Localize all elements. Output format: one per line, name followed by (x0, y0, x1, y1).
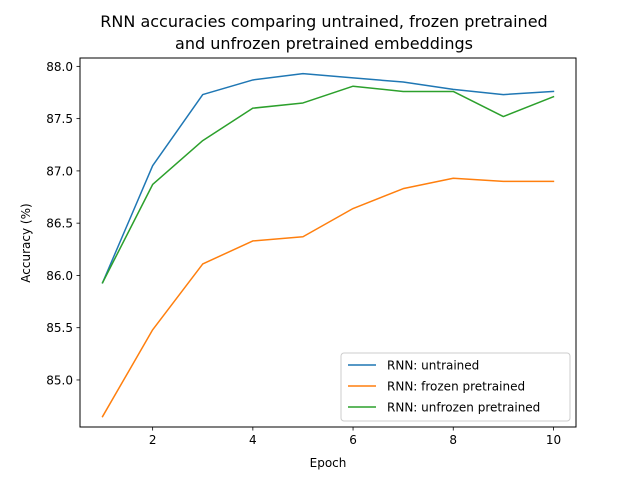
legend: RNN: untrained RNN: frozen pretrained RNN:… (340, 352, 571, 422)
legend-label-1: RNN: untrained (387, 359, 479, 373)
y-tick-label: 86.5 (46, 217, 73, 231)
x-tick-label: 8 (449, 433, 457, 447)
x-axis-ticks: 2 4 6 8 10 (149, 427, 561, 447)
y-tick-label: 85.0 (46, 373, 73, 387)
y-tick-label: 88.0 (46, 60, 73, 74)
y-tick-label: 85.5 (46, 321, 73, 335)
legend-box (340, 352, 571, 422)
series-line-2 (101, 177, 555, 418)
x-axis-label: Epoch (310, 456, 347, 470)
y-tick-label: 87.0 (46, 164, 73, 178)
plot-area-frame (79, 57, 577, 428)
series-line-3 (101, 85, 555, 284)
chart-title-line-1: RNN accuracies comparing untrained, froz… (100, 12, 547, 31)
x-tick-label: 10 (546, 433, 561, 447)
series-line-1 (101, 72, 555, 284)
y-tick-label: 86.0 (46, 269, 73, 283)
legend-label-2: RNN: frozen pretrained (387, 380, 525, 394)
x-tick-label: 2 (149, 433, 157, 447)
x-tick-label: 4 (249, 433, 257, 447)
legend-items: RNN: untrained RNN: frozen pretrained RNN:… (348, 359, 540, 415)
plot-lines (101, 72, 555, 418)
legend-label-3: RNN: unfrozen pretrained (387, 401, 540, 415)
y-axis-ticks: 85.0 85.5 86.0 86.5 87.0 87.5 88.0 (46, 60, 80, 387)
x-tick-label: 6 (349, 433, 357, 447)
y-axis-label: Accuracy (%) (19, 203, 33, 282)
y-tick-label: 87.5 (46, 112, 73, 126)
chart-title-line-2: and unfrozen pretrained embeddings (175, 34, 473, 53)
